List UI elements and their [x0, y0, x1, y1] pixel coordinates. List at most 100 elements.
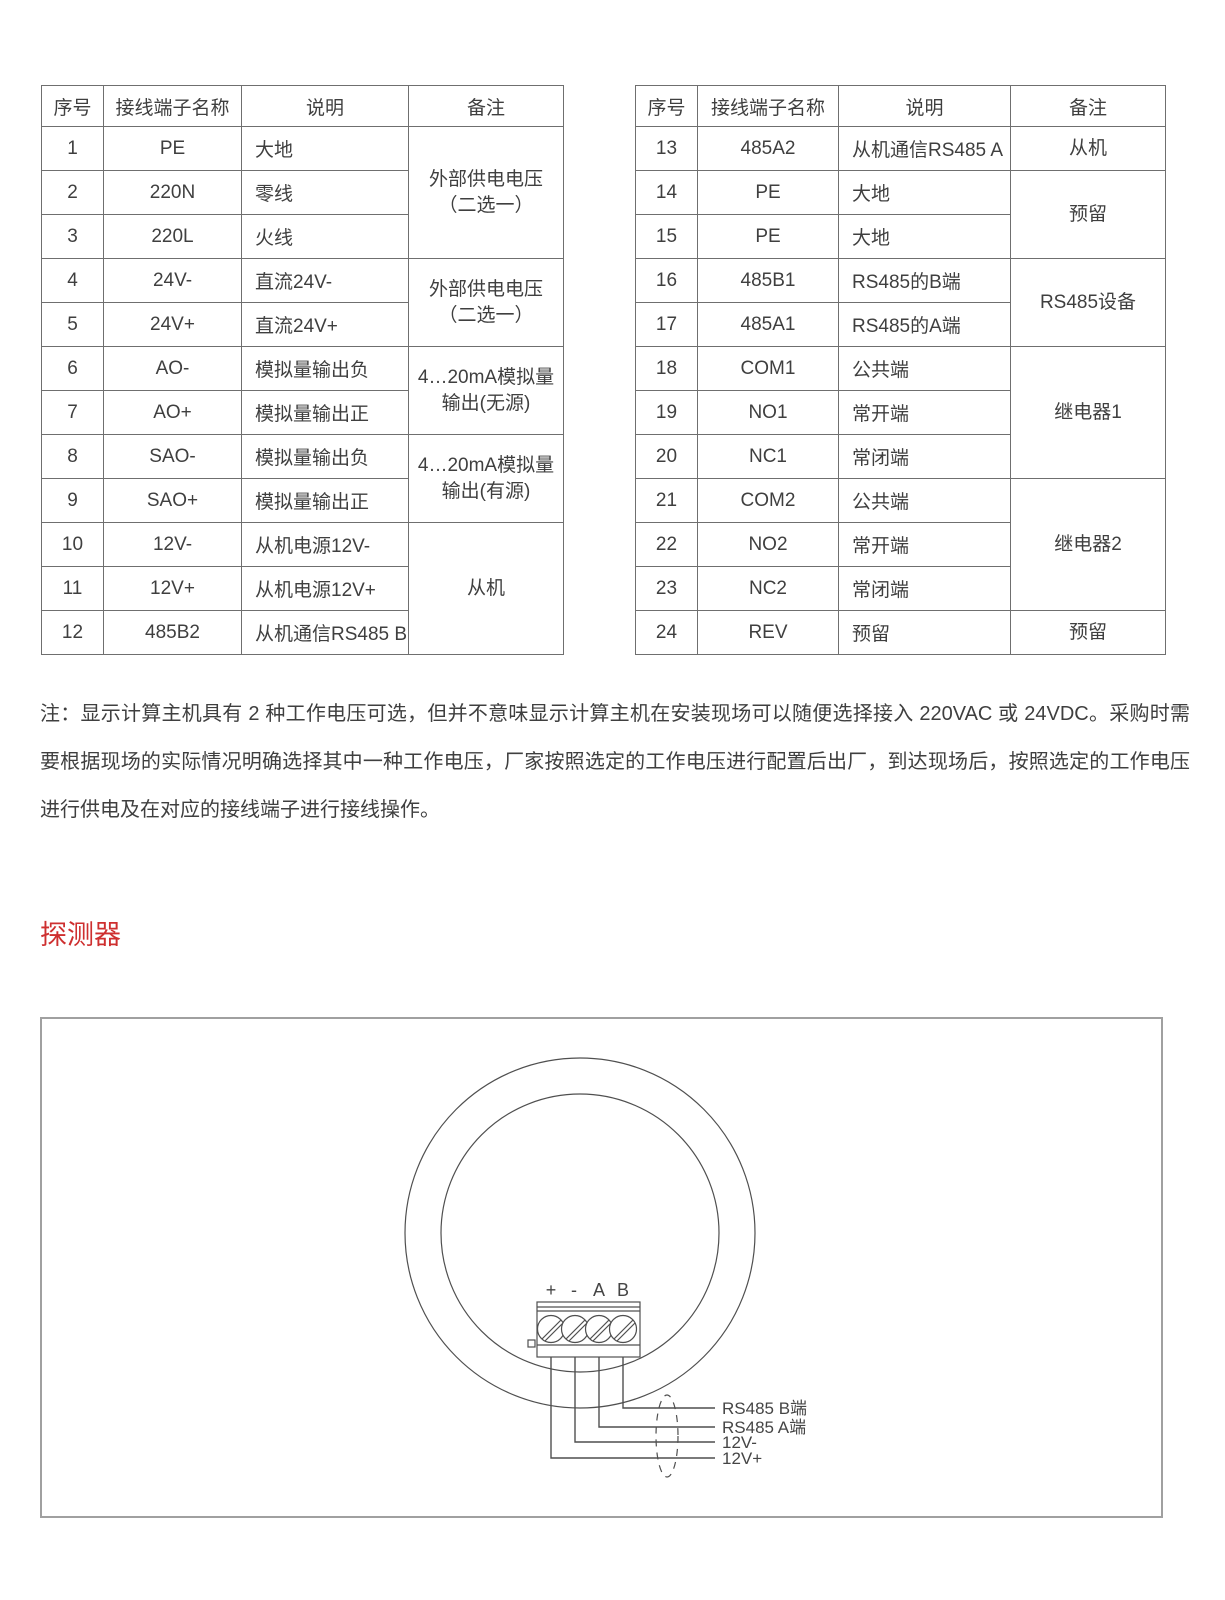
detector-inner-circle: [440, 1093, 720, 1373]
remark-line: 外部供电电压: [428, 278, 543, 300]
remark-line: 预留: [1068, 621, 1107, 643]
column-header: 备注: [408, 85, 564, 127]
cell-no: 3: [41, 214, 104, 259]
cell-desc: 直流24V-: [241, 258, 409, 303]
cell-no: 1: [41, 126, 104, 171]
column-header: 序号: [41, 85, 104, 127]
cell-name: SAO+: [103, 478, 242, 523]
cell-remark: 继电器2: [1010, 478, 1166, 611]
note-paragraph: 注：显示计算主机具有 2 种工作电压可选，但并不意味显示计算主机在安装现场可以随…: [40, 703, 1190, 821]
cell-no: 16: [635, 258, 698, 303]
remark-line: 输出(无源): [441, 392, 531, 414]
table-row: 18 COM1 公共端 继电器1: [635, 346, 1166, 479]
table-header-row: 序号 接线端子名称 说明 备注: [635, 85, 1166, 127]
cell-no: 19: [635, 390, 698, 435]
cell-name: 485B2: [103, 610, 242, 655]
table-row: 14 PE 大地 预留: [635, 170, 1166, 259]
screw-terminal-minus: [560, 1314, 590, 1344]
cell-desc: 模拟量输出正: [241, 478, 409, 523]
cell-no: 4: [41, 258, 104, 303]
table-row: 11 12V+ 从机电源12V+: [41, 566, 564, 611]
wire-label-12v-plus: 12V+: [722, 1449, 762, 1468]
column-header: 接线端子名称: [103, 85, 242, 127]
cell-no: 24: [635, 610, 698, 655]
wire-rs485-b: [622, 1334, 715, 1409]
cell-remark: RS485设备: [1010, 258, 1166, 347]
table-row: 24 REV 预留 预留: [635, 610, 1166, 655]
cell-name: NO2: [697, 522, 839, 567]
table-row: 20 NC1 常闭端: [635, 434, 1166, 479]
terminal-block-tab: [527, 1339, 536, 1348]
wire-label-rs485-b: RS485 B端: [722, 1399, 807, 1418]
remark-line: 外部供电电压: [428, 168, 543, 190]
column-header: 接线端子名称: [697, 85, 839, 127]
cell-desc: 模拟量输出负: [241, 434, 409, 479]
table-row: 15 PE 大地: [635, 214, 1166, 259]
cell-name: 485B1: [697, 258, 839, 303]
table-row: 23 NC2 常闭端: [635, 566, 1166, 611]
terminal-table: 序号 接线端子名称 说明 备注 1 PE 大地 外部供电电压 （二选一） 2 220N 零线 3 220…: [41, 85, 564, 655]
column-header: 序号: [635, 85, 698, 127]
cell-no: 18: [635, 346, 698, 391]
remark-line: 预留: [1068, 203, 1107, 225]
cell-name: 220N: [103, 170, 242, 215]
cell-name: AO-: [103, 346, 242, 391]
terminal-label-minus: -: [571, 1280, 577, 1300]
cell-no: 15: [635, 214, 698, 259]
cell-name: AO+: [103, 390, 242, 435]
table-row: 1 PE 大地 外部供电电压 （二选一）: [41, 126, 564, 259]
cell-remark: 外部供电电压 （二选一）: [408, 126, 564, 259]
cell-desc: 从机电源12V+: [241, 566, 409, 611]
cell-no: 22: [635, 522, 698, 567]
wire-12v-minus: [574, 1334, 715, 1443]
terminal-label-a: A: [593, 1280, 605, 1300]
table-row: 16 485B1 RS485的B端 RS485设备: [635, 258, 1166, 347]
remark-line: 4…20mA模拟量: [417, 366, 555, 388]
table-row: 8 SAO- 模拟量输出负 4…20mA模拟量 输出(有源): [41, 434, 564, 523]
remark-line: RS485设备: [1039, 291, 1137, 313]
cell-name: PE: [103, 126, 242, 171]
cell-no: 21: [635, 478, 698, 523]
cell-desc: 火线: [241, 214, 409, 259]
cell-desc: 模拟量输出正: [241, 390, 409, 435]
cell-no: 6: [41, 346, 104, 391]
column-header: 说明: [838, 85, 1011, 127]
cell-desc: 从机通信RS485 B: [241, 610, 409, 655]
cell-name: 485A2: [697, 126, 839, 171]
cell-name: NC1: [697, 434, 839, 479]
cell-name: NC2: [697, 566, 839, 611]
cell-no: 2: [41, 170, 104, 215]
terminal-table-left: 序号 接线端子名称 说明 备注 1 PE 大地 外部供电电压 （二选一） 2 220N 零线 3 220…: [41, 85, 564, 655]
cell-desc: 预留: [838, 610, 1011, 655]
cell-name: PE: [697, 170, 839, 215]
screw-terminal-b: [608, 1314, 638, 1344]
cell-remark: 4…20mA模拟量 输出(无源): [408, 346, 564, 435]
cell-remark: 从机: [1010, 126, 1166, 171]
cell-no: 20: [635, 434, 698, 479]
terminal-table-right: 序号 接线端子名称 说明 备注 13 485A2 从机通信RS485 A 从机 14 PE 大地预…: [635, 85, 1166, 655]
cell-no: 17: [635, 302, 698, 347]
cell-no: 23: [635, 566, 698, 611]
cell-name: NO1: [697, 390, 839, 435]
remark-line: （二选一）: [438, 304, 534, 326]
screw-terminal-plus: [536, 1314, 566, 1344]
column-header: 备注: [1010, 85, 1166, 127]
table-header-row: 序号 接线端子名称 说明 备注: [41, 85, 564, 127]
cell-desc: 从机电源12V-: [241, 522, 409, 567]
wire-12v-plus: [550, 1334, 715, 1459]
section-heading-detector: 探测器: [40, 920, 121, 950]
wire-label-rs485-a: RS485 A端: [722, 1418, 806, 1437]
table-row: 21 COM2 公共端 继电器2: [635, 478, 1166, 611]
table-row: 4 24V- 直流24V- 外部供电电压 （二选一）: [41, 258, 564, 347]
table-row: 10 12V- 从机电源12V- 从机: [41, 522, 564, 655]
cell-name: 12V+: [103, 566, 242, 611]
cell-name: REV: [697, 610, 839, 655]
cell-name: SAO-: [103, 434, 242, 479]
table-row: 13 485A2 从机通信RS485 A 从机: [635, 126, 1166, 171]
remark-line: 继电器2: [1054, 533, 1122, 555]
table-row: 6 AO- 模拟量输出负 4…20mA模拟量 输出(无源): [41, 346, 564, 435]
table-row: 9 SAO+ 模拟量输出正: [41, 478, 564, 523]
cell-no: 11: [41, 566, 104, 611]
cell-remark: 4…20mA模拟量 输出(有源): [408, 434, 564, 523]
remark-line: 4…20mA模拟量: [417, 454, 555, 476]
